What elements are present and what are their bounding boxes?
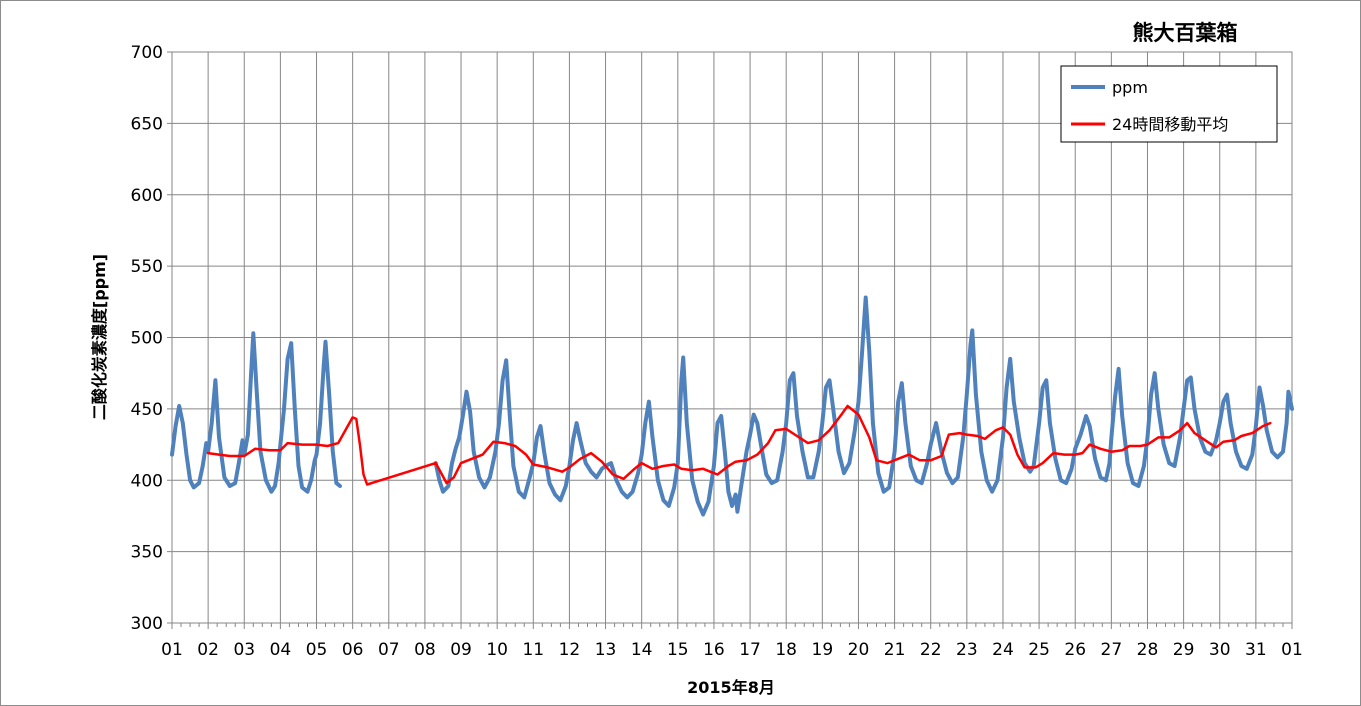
- x-tick-label: 06: [342, 640, 364, 660]
- x-tick-label: 16: [703, 640, 725, 660]
- y-tick-label: 400: [131, 471, 163, 491]
- x-tick-label: 21: [884, 640, 906, 660]
- x-tick-label: 19: [812, 640, 834, 660]
- x-tick-label: 08: [414, 640, 436, 660]
- x-tick-label: 24: [992, 640, 1014, 660]
- legend-label-moving-average: 24時間移動平均: [1112, 115, 1228, 134]
- x-tick-label: 28: [1137, 640, 1159, 660]
- x-tick-label: 26: [1064, 640, 1086, 660]
- series-group: [170, 295, 1294, 517]
- y-axis-ticks: 300 350 400 450 500 550 600 650 700: [131, 43, 172, 634]
- x-tick-label: 15: [667, 640, 689, 660]
- x-tick-label: 10: [486, 640, 508, 660]
- x-tick-label: 05: [306, 640, 328, 660]
- y-tick-label: 500: [131, 329, 163, 349]
- x-tick-label: 02: [197, 640, 219, 660]
- x-tick-label: 03: [233, 640, 255, 660]
- x-tick-label: 01: [1281, 640, 1303, 660]
- x-tick-label: 23: [956, 640, 978, 660]
- y-tick-label: 350: [131, 543, 163, 563]
- x-tick-label: 20: [848, 640, 870, 660]
- y-tick-label: 300: [131, 614, 163, 634]
- x-tick-label: 14: [631, 640, 653, 660]
- x-axis-ticks: 01 02 03 04 05 06 07 08 09 10 11 12 13 14 15 16 17 18 19 20…: [161, 623, 1303, 660]
- x-tick-label: 18: [775, 640, 797, 660]
- x-tick-label: 31: [1245, 640, 1267, 660]
- x-axis-title: 2015年8月: [687, 678, 775, 697]
- plot-area-border: [171, 51, 1293, 624]
- x-tick-label: 30: [1209, 640, 1231, 660]
- x-tick-label: 09: [450, 640, 472, 660]
- x-tick-label: 11: [522, 640, 544, 660]
- x-tick-label: 07: [378, 640, 400, 660]
- legend: ppm 24時間移動平均: [1060, 65, 1278, 143]
- y-tick-label: 600: [131, 186, 163, 206]
- chart-title: 熊大百葉箱: [1133, 21, 1238, 45]
- legend-label-ppm: ppm: [1112, 78, 1148, 97]
- series-line-ppm: [170, 331, 342, 494]
- legend-box: [1060, 65, 1278, 143]
- y-tick-label: 650: [131, 114, 163, 134]
- x-tick-label: 17: [739, 640, 761, 660]
- x-tick-label: 27: [1101, 640, 1123, 660]
- x-tick-label: 01: [161, 640, 183, 660]
- x-tick-label: 22: [920, 640, 942, 660]
- series-line-ppm: [433, 295, 1294, 517]
- x-tick-label: 04: [270, 640, 292, 660]
- y-tick-label: 450: [131, 400, 163, 420]
- series-line-moving-average: [206, 404, 1272, 486]
- x-tick-label: 29: [1173, 640, 1195, 660]
- y-tick-label: 550: [131, 257, 163, 277]
- x-tick-label: 25: [1028, 640, 1050, 660]
- x-tick-label: 12: [559, 640, 581, 660]
- x-tick-label: 13: [595, 640, 617, 660]
- y-axis-title: 二酸化炭素濃度[ppm]: [90, 254, 109, 420]
- y-tick-label: 700: [131, 43, 163, 63]
